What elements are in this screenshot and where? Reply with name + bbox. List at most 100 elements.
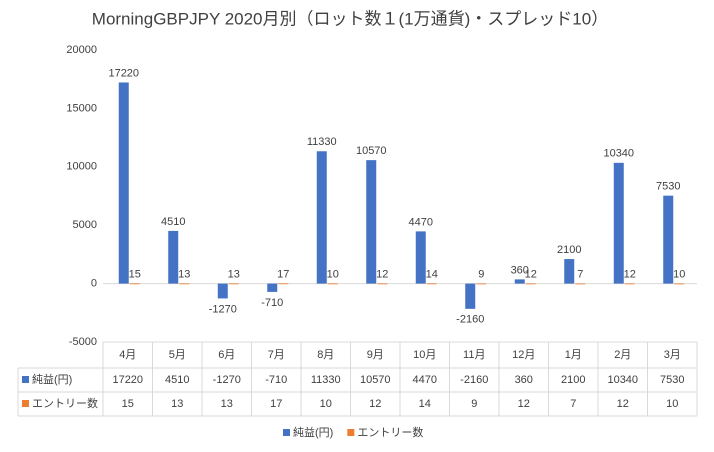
table-cell: 15 bbox=[122, 398, 134, 410]
bar bbox=[228, 283, 239, 285]
row-label: 純益(円) bbox=[32, 372, 72, 386]
bar bbox=[129, 283, 140, 285]
legend-key bbox=[347, 429, 355, 436]
table-cell: 11330 bbox=[311, 374, 341, 386]
y-tick-label: 20000 bbox=[66, 44, 97, 56]
bar bbox=[663, 195, 674, 284]
bar bbox=[564, 259, 575, 284]
table-cell: 17220 bbox=[112, 374, 143, 386]
table-cell: 2100 bbox=[561, 374, 585, 386]
data-label: 7530 bbox=[656, 181, 680, 193]
table-cell: 12 bbox=[518, 398, 530, 410]
x-tick-label: 5月 bbox=[169, 349, 186, 361]
data-label: 13 bbox=[178, 268, 190, 280]
data-label: 11330 bbox=[307, 136, 337, 148]
y-tick-label: -5000 bbox=[69, 336, 97, 348]
x-tick-label: 12月 bbox=[512, 349, 535, 361]
data-label: -1270 bbox=[209, 303, 237, 315]
legend-key bbox=[22, 376, 29, 383]
bar bbox=[267, 283, 278, 292]
table-cell: 10 bbox=[320, 398, 332, 410]
bar bbox=[426, 283, 437, 285]
bar bbox=[179, 283, 190, 285]
bar bbox=[624, 283, 635, 285]
bar bbox=[514, 279, 525, 284]
data-label: 10 bbox=[673, 268, 685, 280]
bar bbox=[366, 160, 377, 284]
bar bbox=[613, 162, 624, 284]
table-cell: 12 bbox=[369, 398, 381, 410]
data-label: -710 bbox=[261, 297, 283, 309]
table-cell: -1270 bbox=[213, 374, 241, 386]
bar bbox=[327, 283, 338, 285]
row-label: エントリー数 bbox=[32, 397, 98, 410]
data-label: 15 bbox=[129, 268, 141, 280]
legend-label: エントリー数 bbox=[357, 426, 423, 439]
y-tick-label: 15000 bbox=[66, 102, 97, 114]
x-tick-label: 9月 bbox=[367, 349, 384, 361]
data-label: 10570 bbox=[356, 145, 387, 157]
table-cell: 14 bbox=[419, 398, 431, 410]
table-cell: -2160 bbox=[460, 374, 488, 386]
bar bbox=[674, 283, 685, 285]
data-label: 17 bbox=[277, 268, 289, 280]
data-label: 12 bbox=[376, 268, 388, 280]
data-label: 10 bbox=[327, 268, 339, 280]
chart-title: MorningGBPJPY 2020月別（ロット数１(1万通貨)・スプレッド10… bbox=[92, 9, 608, 28]
x-tick-label: 3月 bbox=[664, 349, 681, 361]
x-tick-label: 4月 bbox=[119, 349, 136, 361]
bar bbox=[278, 283, 289, 285]
bar bbox=[217, 283, 228, 299]
data-label: 10340 bbox=[603, 148, 634, 160]
legend-label: 純益(円) bbox=[293, 425, 333, 439]
x-tick-label: 11月 bbox=[463, 349, 485, 361]
y-tick-label: 0 bbox=[91, 278, 97, 290]
data-label: 17220 bbox=[108, 67, 139, 79]
x-tick-label: 8月 bbox=[317, 349, 334, 361]
table-cell: 7 bbox=[570, 398, 576, 410]
table-cell: 9 bbox=[471, 398, 477, 410]
x-tick-label: 1月 bbox=[565, 349, 582, 361]
bar bbox=[465, 283, 476, 309]
data-label: 12 bbox=[525, 268, 537, 280]
data-label: 4510 bbox=[161, 216, 185, 228]
data-label: 360 bbox=[511, 264, 529, 276]
table-cell: 7530 bbox=[660, 374, 684, 386]
bar bbox=[168, 230, 179, 284]
table-cell: 4470 bbox=[413, 374, 437, 386]
data-label: 12 bbox=[624, 268, 636, 280]
y-tick-label: 5000 bbox=[73, 219, 97, 231]
legend-key bbox=[283, 429, 290, 436]
table-cell: 360 bbox=[515, 374, 533, 386]
bar bbox=[118, 82, 129, 284]
data-label: 4470 bbox=[409, 216, 433, 228]
bar bbox=[377, 283, 388, 285]
table-cell: 4510 bbox=[165, 374, 189, 386]
bar bbox=[316, 151, 327, 284]
table-cell: 12 bbox=[617, 398, 629, 410]
data-label: 7 bbox=[577, 268, 583, 280]
y-tick-label: 10000 bbox=[66, 161, 97, 173]
table-cell: 10 bbox=[666, 398, 678, 410]
data-label: 9 bbox=[478, 268, 484, 280]
data-label: -2160 bbox=[456, 314, 484, 326]
bar bbox=[525, 283, 536, 285]
table-cell: 13 bbox=[171, 398, 183, 410]
x-tick-label: 2月 bbox=[614, 349, 631, 361]
bar bbox=[575, 283, 586, 285]
table-cell: 10570 bbox=[360, 374, 391, 386]
table-cell: 17 bbox=[270, 398, 282, 410]
bar bbox=[476, 283, 487, 285]
table-cell: 13 bbox=[221, 398, 233, 410]
bar bbox=[415, 231, 426, 284]
x-tick-label: 6月 bbox=[218, 349, 235, 361]
data-label: 13 bbox=[228, 268, 240, 280]
legend-key bbox=[22, 400, 29, 407]
data-label: 14 bbox=[426, 268, 438, 280]
x-tick-label: 7月 bbox=[268, 349, 285, 361]
table-cell: -710 bbox=[265, 374, 287, 386]
table-cell: 10340 bbox=[607, 374, 638, 386]
data-label: 2100 bbox=[557, 244, 581, 256]
x-tick-label: 10月 bbox=[413, 349, 436, 361]
